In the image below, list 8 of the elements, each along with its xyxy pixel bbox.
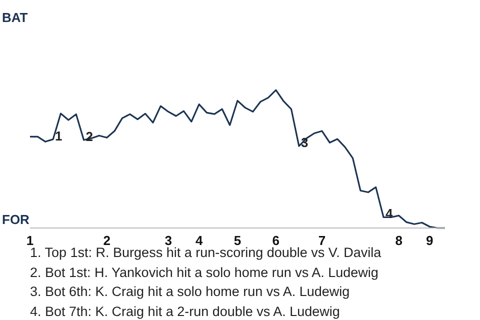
text: 2. Bot 1st: H. Yankovich hit a solo home run vs A. Ludewig	[30, 264, 380, 282]
text: BAT	[2, 10, 28, 25]
x-tick-label: 8	[395, 233, 403, 248]
x-tick-label: 9	[426, 233, 434, 248]
annotation: 1	[55, 128, 62, 144]
text: 4. Bot 7th: K. Craig hit a 2-run double vs A. Ludewig	[30, 302, 341, 320]
text: 3. Bot 6th: K. Craig hit a solo home run vs A. Ludewig	[30, 283, 351, 301]
text: FOR	[2, 212, 30, 227]
